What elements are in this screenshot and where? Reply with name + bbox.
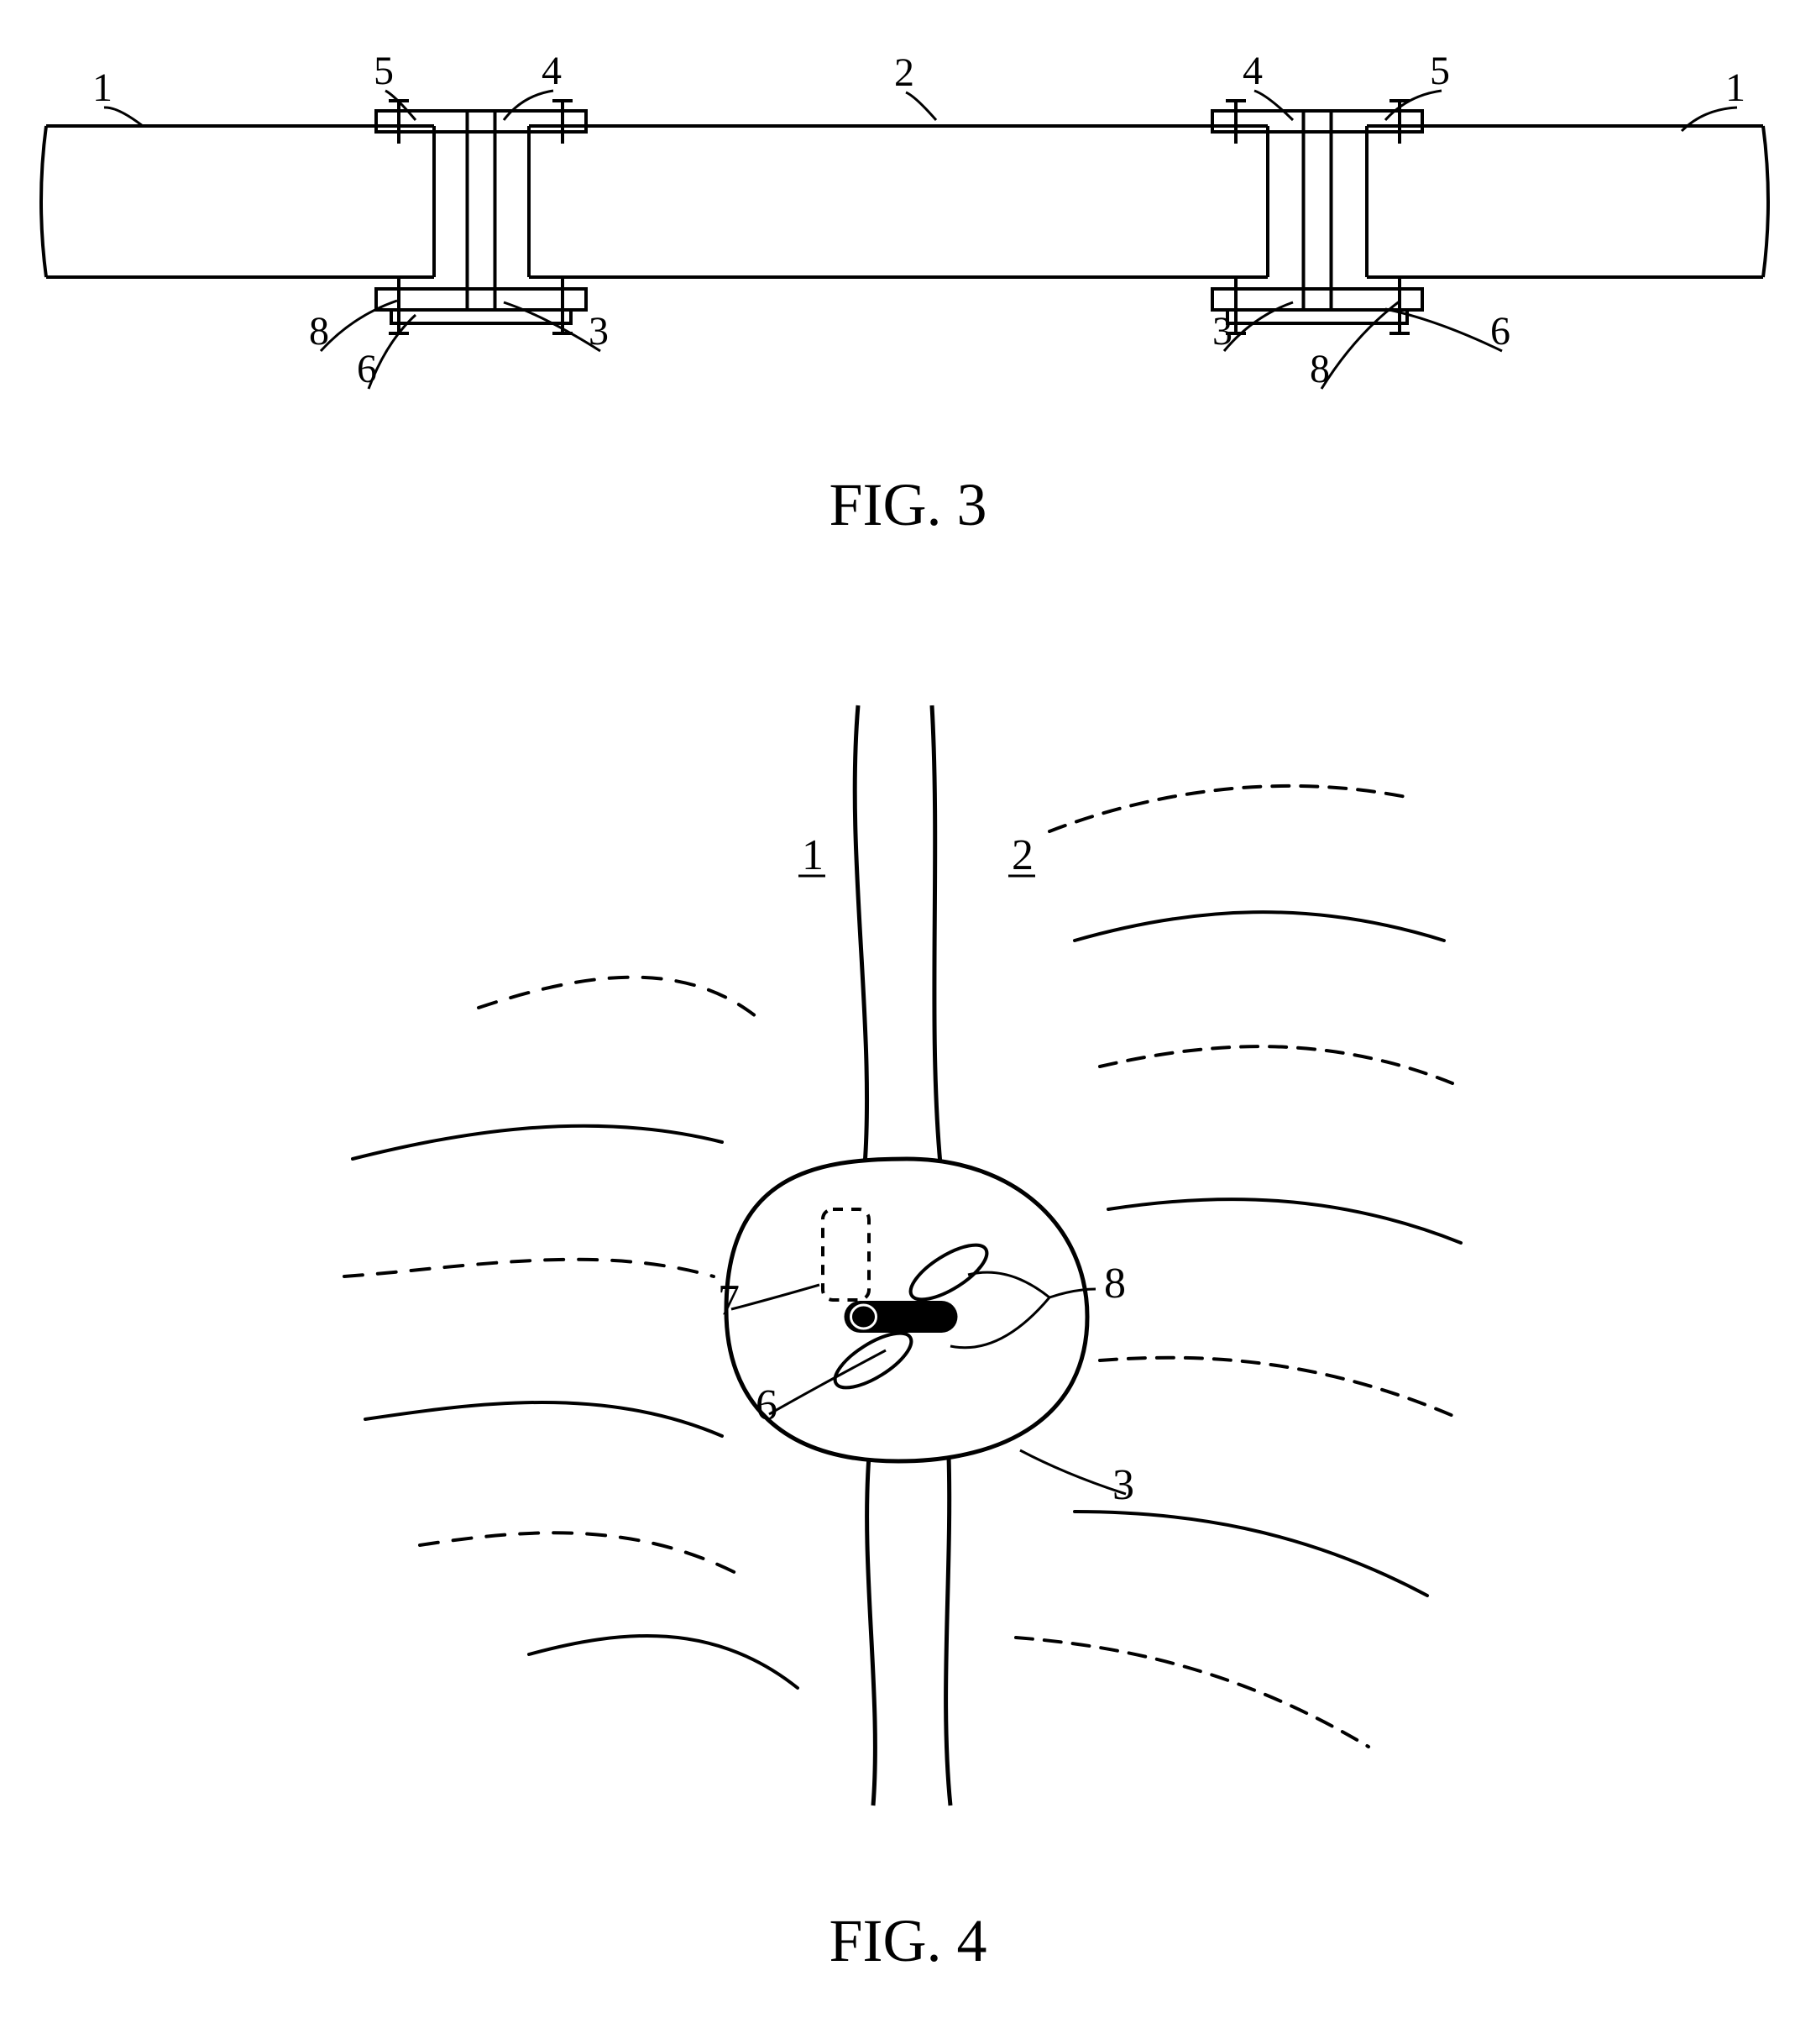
svg-text:6: 6 [1490,309,1510,354]
svg-text:1: 1 [1725,66,1745,110]
svg-text:3: 3 [1112,1461,1134,1509]
svg-text:2: 2 [894,50,914,95]
figure-3-caption: FIG. 3 [0,470,1816,540]
svg-text:6: 6 [357,347,377,391]
svg-text:8: 8 [1310,347,1330,391]
svg-text:5: 5 [1430,49,1450,93]
figure-4-container: 1 2 7 8 6 3 [319,689,1494,1814]
svg-text:1: 1 [92,66,113,110]
svg-text:1: 1 [802,831,824,879]
svg-text:2: 2 [1012,831,1034,879]
svg-text:8: 8 [1104,1260,1126,1308]
figure-4-caption: FIG. 4 [0,1906,1816,1976]
svg-text:7: 7 [718,1276,740,1324]
svg-text:5: 5 [374,49,394,93]
svg-text:6: 6 [756,1381,777,1429]
figure-3-svg: 1542451863386 [0,34,1816,411]
svg-text:4: 4 [1243,49,1263,93]
figure-4-svg: 1 2 7 8 6 3 [319,689,1494,1814]
svg-text:3: 3 [589,309,609,354]
svg-text:3: 3 [1212,309,1232,354]
svg-text:8: 8 [309,309,329,354]
svg-text:4: 4 [542,49,562,93]
figure-3-container: 1542451863386 [0,34,1816,411]
